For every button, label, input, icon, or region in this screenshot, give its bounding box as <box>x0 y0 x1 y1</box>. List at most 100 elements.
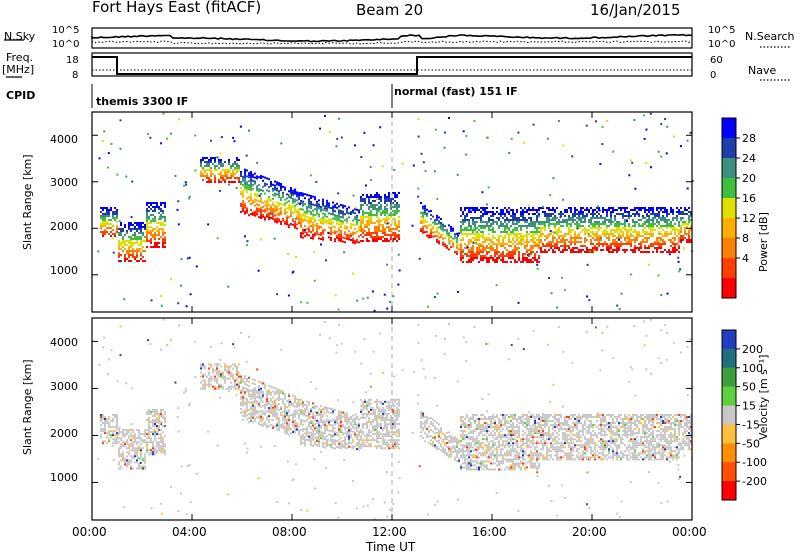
power-cell <box>596 233 598 235</box>
power-cell <box>294 217 297 220</box>
power-cell <box>645 161 648 164</box>
velocity-cell <box>202 383 204 386</box>
power-cell <box>350 235 352 237</box>
power-cell <box>478 229 480 231</box>
velocity-cell <box>356 435 358 438</box>
power-cell <box>466 245 468 247</box>
power-cell <box>626 229 628 231</box>
power-cell <box>636 233 638 235</box>
velocity-cell <box>260 420 262 423</box>
power-cell <box>100 223 102 225</box>
velocity-cell <box>252 396 254 399</box>
power-cell <box>518 243 520 245</box>
power-cell <box>286 215 288 218</box>
velocity-cell <box>348 445 350 448</box>
power-cell <box>500 259 502 261</box>
power-cell <box>210 171 212 173</box>
velocity-cell <box>314 419 316 422</box>
velocity-cell <box>312 436 314 439</box>
power-cell <box>146 210 148 212</box>
power-cell <box>516 233 518 235</box>
power-cell <box>424 213 426 216</box>
power-cell <box>126 258 128 260</box>
power-cell <box>200 175 202 177</box>
power-cell <box>504 255 506 257</box>
power-cell <box>564 233 566 235</box>
velocity-cell <box>284 431 286 434</box>
power-cell <box>504 207 506 209</box>
power-cell <box>398 222 400 224</box>
power-cell <box>668 249 670 251</box>
velocity-cell <box>244 409 246 412</box>
power-cell <box>102 219 104 221</box>
power-cell <box>462 251 464 253</box>
power-cell <box>390 236 392 238</box>
power-cell <box>102 209 104 211</box>
velocity-cell <box>296 410 298 413</box>
power-cell <box>570 243 572 245</box>
power-cell <box>460 257 462 259</box>
velocity-cell <box>200 371 202 374</box>
velocity-cell <box>152 425 154 428</box>
power-cell <box>614 249 616 251</box>
velocity-cell <box>216 387 218 390</box>
power-cell <box>328 204 330 207</box>
power-cell <box>482 241 484 243</box>
power-cell <box>232 163 234 165</box>
power-cell <box>572 215 574 217</box>
velocity-cell <box>308 439 310 442</box>
power-cell <box>556 247 558 249</box>
power-cell <box>364 184 367 187</box>
power-cell <box>514 247 516 249</box>
power-cell <box>664 209 666 211</box>
power-cell <box>558 223 560 225</box>
velocity-cell <box>334 419 336 422</box>
velocity-cell <box>126 443 128 446</box>
velocity-cell <box>316 431 318 434</box>
power-cell <box>328 212 330 215</box>
power-cell <box>604 229 606 231</box>
power-cell <box>334 214 336 217</box>
power-cell <box>480 225 482 227</box>
power-cell <box>340 210 342 212</box>
power-cell <box>356 216 358 219</box>
power-cell <box>542 223 544 225</box>
velocity-cell <box>140 451 142 454</box>
power-cell <box>336 216 338 219</box>
power-cell <box>337 192 340 195</box>
power-cell <box>508 235 510 237</box>
power-cell <box>254 212 256 215</box>
power-cell <box>512 213 514 215</box>
power-cell <box>352 194 355 197</box>
velocity-cell <box>308 437 310 440</box>
power-cell <box>494 243 496 245</box>
velocity-cell <box>278 390 280 393</box>
power-cell <box>356 299 359 302</box>
power-cell <box>204 175 206 177</box>
velocity-cell <box>328 419 330 422</box>
date-label: 16/Jan/2015 <box>590 1 681 19</box>
power-cell <box>442 227 444 230</box>
power-cell <box>396 204 398 206</box>
power-cell <box>102 221 104 223</box>
power-cell <box>228 163 230 165</box>
power-cell <box>594 247 596 249</box>
power-cell <box>160 304 163 307</box>
power-cell <box>262 185 264 188</box>
velocity-cell <box>314 433 316 436</box>
velocity-cell <box>330 434 332 437</box>
power-cell <box>626 220 629 223</box>
nsearch-line <box>91 40 693 45</box>
power-cell <box>326 203 328 206</box>
velocity-cell <box>258 417 260 420</box>
velocity-cell <box>156 416 158 419</box>
power-cell <box>528 223 530 225</box>
velocity-cell <box>382 433 384 436</box>
power-cell <box>580 217 582 219</box>
power-cell <box>272 209 274 212</box>
power-cell <box>220 159 222 161</box>
power-cell <box>679 145 682 148</box>
power-cell <box>374 214 376 216</box>
power-cell <box>338 209 340 212</box>
velocity-cell <box>240 401 242 404</box>
